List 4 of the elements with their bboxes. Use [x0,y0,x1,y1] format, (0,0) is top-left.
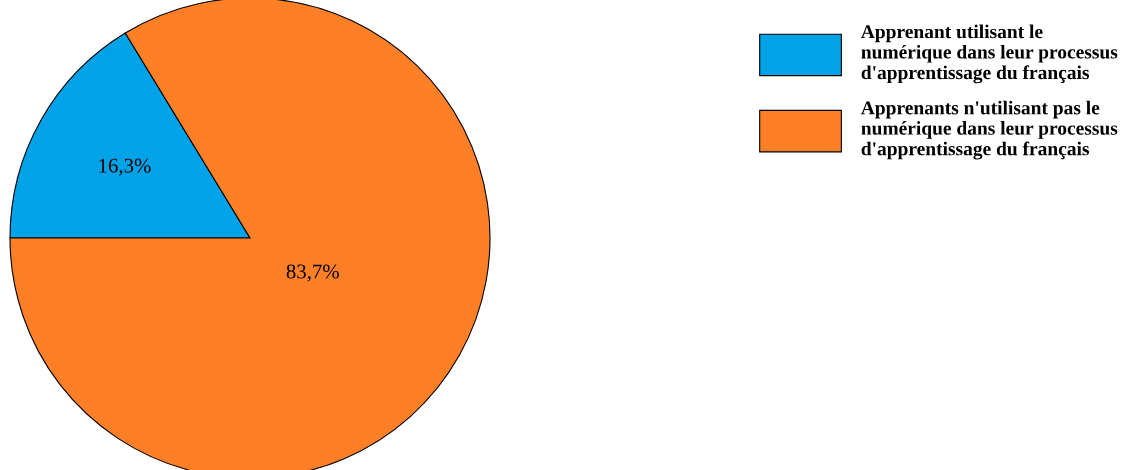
data-label: 16,3% [99,158,151,176]
legend-label: Apprenant utilisant le numérique dans leur processus d'apprentissage du français [861,24,1118,84]
legend-label: Apprenants n'utilisant pas le numérique dans leur processus d'apprentissage du français [861,100,1118,160]
data-label: 83,7% [286,264,339,282]
